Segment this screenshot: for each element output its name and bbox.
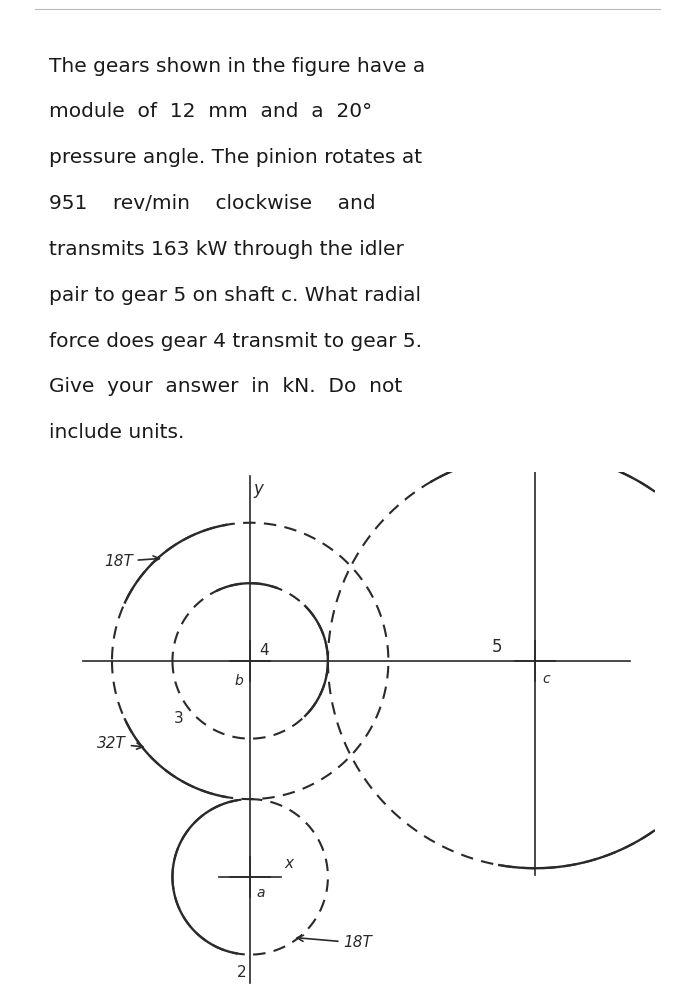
Text: Give  your  answer  in  kN.  Do  not: Give your answer in kN. Do not [49, 378, 402, 396]
Text: 4: 4 [259, 642, 268, 657]
Text: 32T: 32T [97, 737, 143, 752]
Text: transmits 163 kW through the idler: transmits 163 kW through the idler [49, 240, 404, 259]
Text: pressure angle. The pinion rotates at: pressure angle. The pinion rotates at [49, 149, 422, 167]
Text: pair to gear 5 on shaft c. What radial: pair to gear 5 on shaft c. What radial [49, 285, 420, 305]
Text: force does gear 4 transmit to gear 5.: force does gear 4 transmit to gear 5. [49, 332, 422, 351]
Text: 5: 5 [492, 637, 502, 655]
Text: y: y [254, 479, 263, 497]
Text: c: c [542, 671, 550, 685]
Text: x: x [285, 856, 294, 871]
Text: b: b [234, 674, 243, 687]
Text: 18T: 18T [297, 936, 373, 951]
Text: 18T: 18T [104, 554, 159, 569]
Text: 2: 2 [237, 966, 246, 981]
Text: include units.: include units. [49, 423, 184, 442]
Text: 951    rev/min    clockwise    and: 951 rev/min clockwise and [49, 194, 375, 213]
Text: module  of  12  mm  and  a  20°: module of 12 mm and a 20° [49, 103, 372, 122]
Text: 3: 3 [173, 711, 183, 726]
Text: The gears shown in the figure have a: The gears shown in the figure have a [49, 56, 425, 75]
Text: a: a [256, 885, 264, 899]
